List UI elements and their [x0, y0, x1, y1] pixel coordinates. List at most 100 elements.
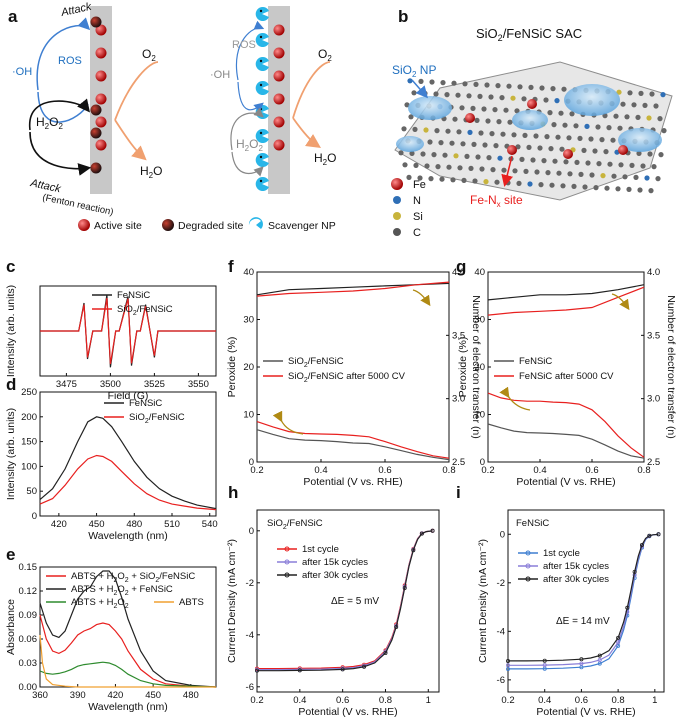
x-axis-label: Potential (V vs. RHE)	[303, 476, 402, 488]
scavenger-eye	[259, 155, 263, 159]
h2o2-label: H2O2	[36, 115, 63, 131]
x-axis-label: Potential (V vs. RHE)	[536, 706, 635, 718]
lattice-atom	[464, 153, 470, 159]
data-point	[625, 605, 630, 610]
data-point	[597, 661, 602, 666]
lattice-atom	[424, 163, 430, 169]
lattice-atom	[479, 166, 485, 172]
data-point	[542, 666, 547, 671]
legend-active-site: Active site	[94, 220, 142, 232]
lattice-atom	[624, 114, 630, 120]
scavenger-np	[255, 33, 269, 47]
lattice-atom	[558, 110, 564, 116]
active-site	[95, 47, 107, 59]
chart-g: 0.2 0.4 0.6 0.8 0 10 20 30 40 2.5 3.0 3.5 4.0 Potenti…	[457, 267, 677, 488]
fe-atom	[563, 149, 573, 159]
series-line	[256, 429, 450, 461]
y-tick-label: 0	[32, 511, 37, 522]
x-tick-label: 1	[426, 695, 431, 706]
element-fe: Fe	[413, 179, 426, 191]
x-tick-label: 0.6	[336, 695, 349, 706]
si-legend-icon	[393, 212, 401, 220]
lattice-atom	[593, 185, 599, 191]
legend-marker	[284, 546, 290, 552]
legend-label: after 15k cycles	[302, 557, 368, 568]
panel-label-d: d	[6, 375, 16, 394]
x-tick-label: 3475	[56, 379, 77, 390]
panel-label-h: h	[228, 483, 238, 502]
data-point	[402, 586, 407, 591]
y-axis-label: Current Density (mA cm⁻²)	[226, 539, 238, 663]
lattice-atom	[492, 107, 498, 113]
x-tick-label: 0.8	[637, 465, 650, 476]
lattice-atom	[507, 119, 513, 125]
lattice-atom	[637, 187, 643, 193]
y-axis-label: Intensity (arb. units)	[5, 408, 17, 500]
x-tick-label: 0.2	[501, 695, 514, 706]
y-tick-label: 150	[21, 437, 37, 448]
series-line	[487, 286, 645, 316]
lattice-atom	[551, 122, 557, 128]
lattice-atom	[607, 161, 613, 167]
lattice-atom	[408, 114, 414, 120]
scavenger-eye	[259, 131, 263, 135]
h2o-label-right: H2O	[314, 151, 336, 167]
y-tick-label: 0.03	[19, 658, 38, 669]
data-point	[394, 625, 399, 630]
lattice-atom	[519, 156, 525, 162]
lattice-atom	[511, 132, 517, 138]
y-axis-label: Peroxide (%)	[226, 337, 238, 398]
data-point	[297, 668, 302, 673]
legend-label: ABTS + H2O2	[71, 597, 129, 610]
lattice-atom	[561, 86, 567, 92]
panel-a-legend: Active site Degraded site Scavenger NP	[78, 217, 336, 232]
lattice-atom	[470, 105, 476, 111]
lattice-atom	[506, 83, 512, 89]
lattice-atom	[631, 102, 637, 108]
y-tick-label: 10	[474, 410, 485, 421]
scavenger-eye	[259, 179, 263, 183]
lattice-atom	[489, 131, 495, 137]
x-tick-label: 0.2	[250, 465, 263, 476]
lattice-atom	[655, 176, 661, 182]
y-tick-label: 0	[480, 457, 485, 468]
lattice-atom	[584, 123, 590, 129]
y-tick-label: 30	[243, 315, 254, 326]
y2-tick-label: 3.0	[647, 394, 660, 405]
lattice-atom	[646, 115, 652, 121]
x-axis-label: Potential (V vs. RHE)	[298, 706, 397, 718]
data-point	[505, 663, 510, 668]
lattice-atom	[562, 122, 568, 128]
data-point	[411, 548, 416, 553]
lattice-atom	[433, 91, 439, 97]
x-tick-label: 0.6	[575, 695, 588, 706]
element-legend: Fe N Si C	[391, 178, 426, 239]
lattice-atom	[459, 105, 465, 111]
series-line	[256, 421, 450, 459]
y-tick-label: 50	[26, 486, 37, 497]
data-point	[505, 666, 510, 671]
y-tick-label: -6	[497, 675, 505, 686]
x-axis-label: Wavelength (nm)	[88, 701, 168, 713]
lattice-atom	[523, 168, 529, 174]
lattice-atom	[588, 136, 594, 142]
series-line	[487, 284, 645, 301]
element-n: N	[413, 195, 421, 207]
data-point	[542, 663, 547, 668]
lattice-atom	[412, 126, 418, 132]
lattice-atom	[473, 81, 479, 87]
y2-axis-label: Number of electron transfer (n)	[470, 295, 482, 439]
x-tick-label: 510	[164, 519, 180, 530]
series-line	[256, 281, 450, 297]
data-point	[597, 657, 602, 662]
lattice-atom	[539, 85, 545, 91]
active-site	[95, 139, 107, 151]
degraded-site	[90, 127, 102, 139]
lattice-atom	[499, 95, 505, 101]
panel-label-f: f	[228, 257, 234, 276]
scavenger-np	[255, 153, 269, 167]
data-point	[362, 664, 367, 669]
o2-label-right: O2	[318, 47, 332, 63]
legend-label: after 15k cycles	[543, 561, 609, 572]
y-tick-label: 250	[21, 387, 37, 398]
